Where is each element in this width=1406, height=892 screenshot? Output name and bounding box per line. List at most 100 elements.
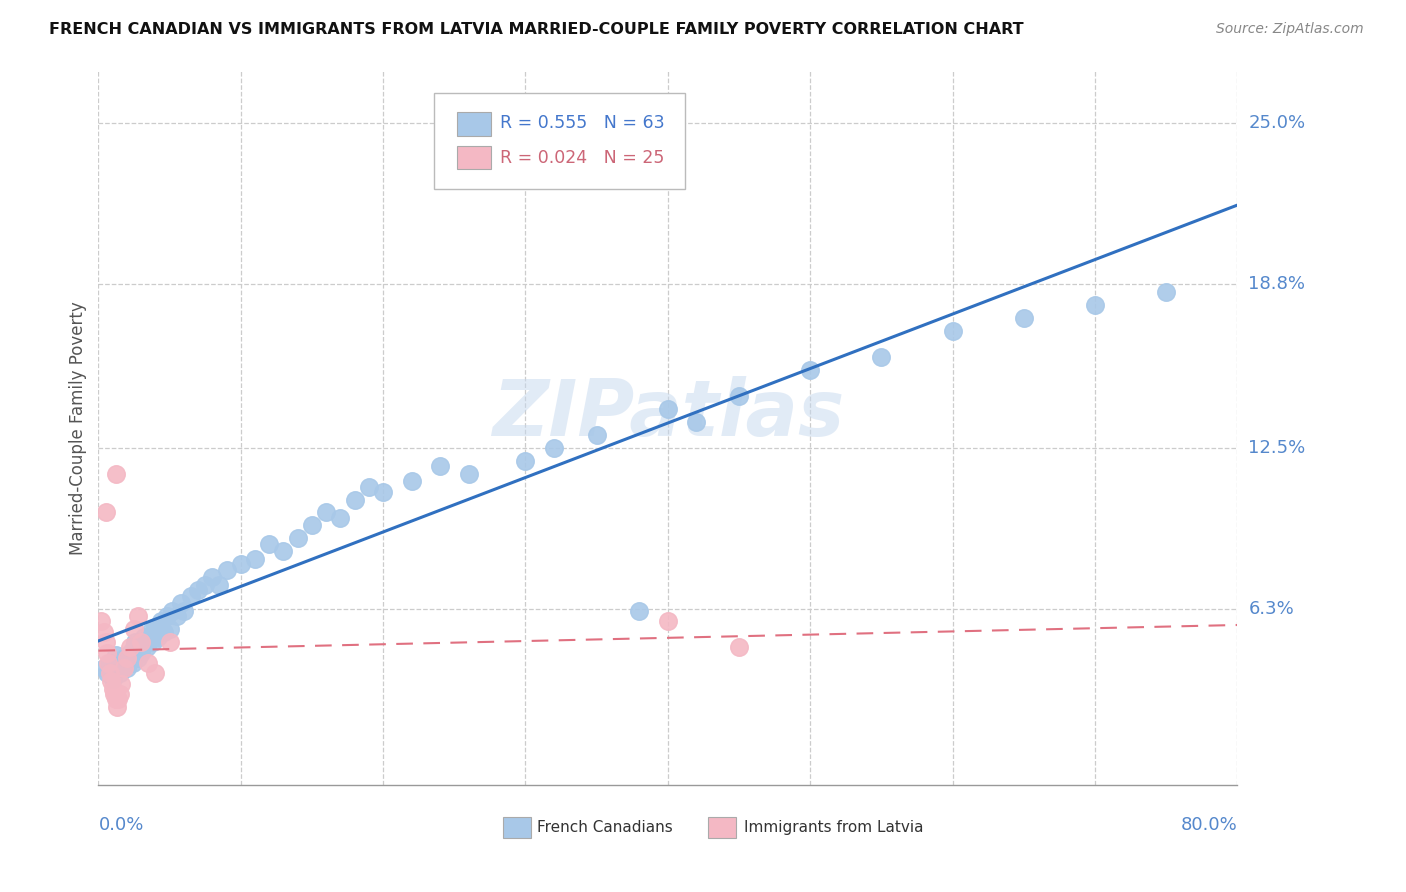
Point [94, 635, 117, 649]
Point [429, 458, 451, 473]
Point [287, 532, 309, 546]
Point [162, 604, 184, 618]
Point [194, 578, 217, 592]
Point [129, 635, 152, 649]
Point [127, 650, 149, 665]
Point [457, 467, 479, 481]
Point [107, 692, 129, 706]
Point [215, 563, 238, 577]
Point [170, 596, 193, 610]
Point [127, 609, 149, 624]
Point [1084, 298, 1107, 312]
Point [138, 624, 160, 639]
Text: FRENCH CANADIAN VS IMMIGRANTS FROM LATVIA MARRIED-COUPLE FAMILY POVERTY CORRELAT: FRENCH CANADIAN VS IMMIGRANTS FROM LATVI… [49, 22, 1024, 37]
Point [93, 661, 115, 675]
Point [870, 350, 893, 364]
Point [153, 624, 176, 639]
Bar [707, 817, 737, 838]
Point [187, 583, 209, 598]
Point [343, 492, 366, 507]
Point [180, 589, 202, 603]
Point [122, 640, 145, 655]
Point [628, 604, 651, 618]
Point [132, 630, 155, 644]
Point [90, 615, 112, 629]
Point [105, 700, 128, 714]
Point [104, 648, 127, 663]
Point [159, 635, 181, 649]
Bar [457, 112, 491, 136]
Text: 80.0%: 80.0% [1181, 815, 1237, 833]
Point [115, 650, 138, 665]
Point [110, 677, 132, 691]
Point [112, 650, 135, 665]
Text: Immigrants from Latvia: Immigrants from Latvia [744, 821, 924, 835]
Point [145, 620, 167, 634]
Point [259, 536, 281, 550]
Point [97, 656, 120, 670]
Point [486, 168, 509, 182]
Point [156, 609, 179, 624]
Point [93, 624, 115, 639]
Text: 6.3%: 6.3% [1249, 599, 1294, 617]
Point [108, 687, 131, 701]
Point [173, 604, 195, 618]
Point [585, 427, 607, 442]
Point [657, 615, 679, 629]
Point [98, 656, 121, 670]
Point [657, 401, 679, 416]
Point [118, 640, 141, 655]
Bar [503, 817, 531, 838]
Point [148, 630, 170, 644]
Text: Source: ZipAtlas.com: Source: ZipAtlas.com [1216, 22, 1364, 37]
Y-axis label: Married-Couple Family Poverty: Married-Couple Family Poverty [69, 301, 87, 555]
Point [515, 453, 537, 467]
Point [108, 666, 131, 681]
Bar [457, 145, 491, 169]
Point [301, 518, 323, 533]
Point [129, 646, 152, 660]
Point [112, 661, 135, 675]
Point [94, 506, 117, 520]
Point [243, 552, 266, 566]
Point [101, 672, 124, 686]
Point [118, 646, 141, 660]
Text: R = 0.024   N = 25: R = 0.024 N = 25 [501, 149, 665, 167]
Text: French Canadians: French Canadians [537, 821, 672, 835]
Text: 25.0%: 25.0% [1249, 114, 1306, 132]
Point [150, 615, 173, 629]
Text: 18.8%: 18.8% [1249, 275, 1305, 293]
Point [104, 467, 127, 481]
Point [103, 687, 125, 701]
Point [110, 656, 132, 670]
Point [728, 640, 751, 655]
Point [357, 479, 380, 493]
Point [1012, 310, 1035, 325]
Point [96, 666, 118, 681]
Point [799, 363, 821, 377]
Point [208, 578, 231, 592]
Point [136, 656, 159, 670]
Point [159, 622, 181, 636]
Point [942, 324, 965, 338]
Point [100, 674, 122, 689]
Point [98, 666, 121, 681]
Point [121, 656, 143, 670]
Point [135, 640, 157, 655]
Point [124, 635, 146, 649]
Point [145, 666, 167, 681]
Point [201, 570, 224, 584]
Point [166, 609, 188, 624]
Point [373, 484, 395, 499]
Point [273, 544, 295, 558]
Text: R = 0.555   N = 63: R = 0.555 N = 63 [501, 114, 665, 132]
Point [315, 506, 337, 520]
FancyBboxPatch shape [434, 93, 685, 189]
Point [728, 389, 751, 403]
Point [101, 681, 124, 696]
Point [685, 415, 707, 429]
Point [543, 441, 565, 455]
Point [96, 646, 118, 660]
Point [229, 558, 252, 572]
Point [115, 661, 138, 675]
